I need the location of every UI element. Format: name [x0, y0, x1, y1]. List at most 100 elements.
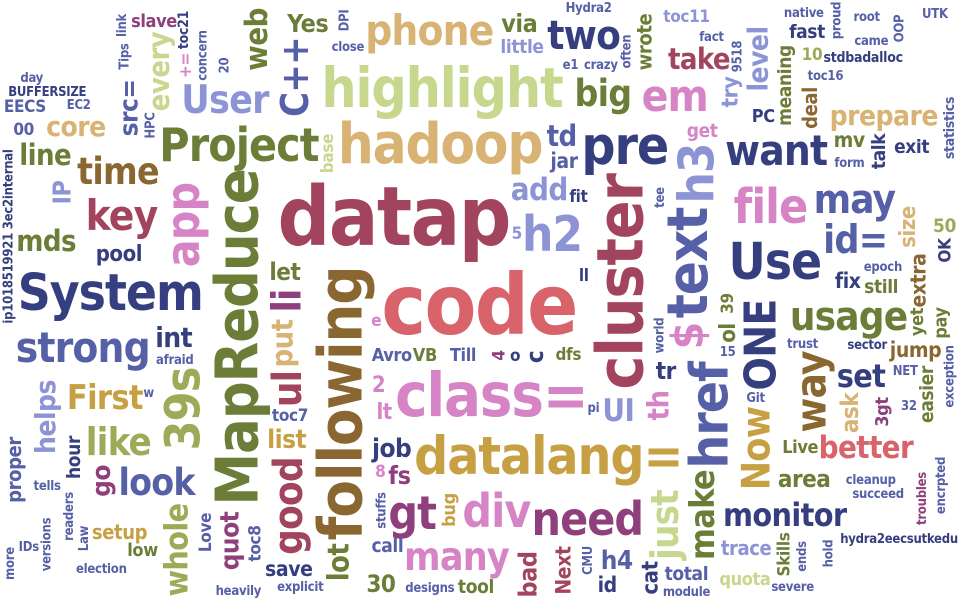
cloud-word: li — [264, 289, 311, 313]
cloud-word: Live — [782, 437, 819, 459]
cloud-word: fit — [569, 186, 588, 207]
cloud-word: UI — [602, 393, 635, 430]
cloud-word: bug — [438, 492, 460, 527]
cloud-word: Skills — [774, 532, 795, 577]
cloud-word: em — [641, 71, 709, 123]
cloud-word: form — [834, 156, 865, 172]
cloud-word: toc11 — [663, 7, 710, 28]
cloud-word: EECS — [3, 97, 46, 118]
cloud-word: 10 — [801, 44, 823, 65]
cloud-word: IP — [47, 180, 77, 205]
cloud-word: 9518 — [729, 40, 745, 73]
cloud-word: key — [85, 191, 159, 241]
cloud-word: take — [668, 41, 731, 76]
cloud-word: good — [266, 457, 313, 556]
cloud-word: line — [19, 138, 72, 173]
cloud-word: cleanup — [845, 472, 896, 488]
cloud-word: quota — [719, 568, 771, 590]
cloud-word: pre — [581, 116, 669, 178]
cloud-word: cat — [638, 561, 664, 595]
cloud-word: add — [510, 172, 569, 209]
cloud-word: extra — [906, 253, 931, 308]
cloud-word: app — [156, 182, 211, 267]
cloud-word: First — [66, 378, 144, 419]
cloud-word: still — [864, 275, 899, 298]
cloud-word: hour — [62, 435, 85, 479]
cloud-word: election — [75, 561, 127, 577]
cloud-word: Love — [195, 513, 216, 553]
cloud-word: native — [783, 5, 824, 21]
cloud-word: OK — [935, 237, 956, 263]
cloud-word: Till — [449, 345, 477, 367]
cloud-word: deal — [797, 87, 822, 130]
cloud-word: size — [895, 206, 921, 249]
cloud-word: close — [331, 39, 365, 55]
cloud-word: base — [318, 133, 339, 174]
cloud-word: helps — [28, 379, 62, 454]
cloud-word: wrote — [632, 13, 657, 71]
cloud-word: phone — [365, 5, 494, 55]
cloud-word: need — [531, 492, 644, 547]
cloud-word: proud — [829, 1, 845, 40]
cloud-word: 3gt — [871, 397, 893, 428]
cloud-word: class= — [395, 360, 589, 432]
cloud-word: C++ — [273, 36, 318, 118]
cloud-word: little — [500, 35, 544, 58]
cloud-word: easier — [916, 366, 939, 424]
cloud-word: link — [114, 13, 130, 37]
cloud-word: dfs — [555, 345, 582, 366]
cloud-word: want — [725, 126, 828, 176]
cloud-word: more — [2, 547, 18, 580]
cloud-word: tells — [33, 479, 61, 495]
cloud-word: Git — [746, 391, 765, 407]
cloud-word: low — [127, 540, 158, 562]
cloud-word: succeed — [852, 487, 904, 503]
cloud-word: look — [118, 461, 195, 505]
cloud-word: concern — [195, 30, 211, 81]
cloud-word: hold — [821, 539, 837, 568]
cloud-word: 5 — [511, 224, 523, 245]
cloud-word: gt — [388, 485, 436, 540]
cloud-word: td — [546, 119, 578, 154]
cloud-word: highlight — [321, 56, 563, 121]
cloud-word: e — [371, 311, 382, 332]
cloud-word: troubles — [915, 471, 931, 525]
cloud-word: += — [175, 52, 196, 78]
cloud-word: fs — [388, 461, 411, 491]
cloud-word: mds — [16, 223, 76, 258]
cloud-word: h3 — [668, 143, 726, 204]
cloud-word: monitor — [723, 496, 847, 535]
cloud-word: ip1018519921 3ec2internal — [1, 149, 17, 324]
cloud-word: Avro — [371, 345, 412, 367]
cloud-word: fix — [834, 269, 861, 294]
cloud-word: fast — [789, 21, 825, 44]
cloud-word: lt — [376, 399, 392, 425]
cloud-word: world — [652, 318, 668, 354]
cloud-word: c — [521, 350, 550, 363]
cloud-word: id — [597, 573, 618, 598]
cloud-word: list — [267, 424, 307, 455]
cloud-word: level — [741, 26, 775, 92]
cloud-word: readers — [62, 491, 78, 541]
cloud-word: area — [777, 465, 831, 494]
cloud-word: 00 — [13, 120, 34, 141]
cloud-word: tee — [653, 186, 668, 208]
cloud-word: OOP — [892, 14, 908, 42]
cloud-word: $ — [662, 323, 714, 350]
cloud-word: BUFFERSIZE — [8, 84, 87, 100]
cloud-word: came — [854, 33, 889, 49]
cloud-word: w — [143, 386, 154, 402]
cloud-word: big — [574, 72, 633, 116]
cloud-word: many — [404, 534, 510, 580]
cloud-word: h2 — [521, 206, 583, 264]
cloud-word: cluster — [584, 174, 659, 390]
cloud-word: call — [371, 535, 404, 558]
cloud-word: afraid — [156, 353, 194, 369]
cloud-word: href — [679, 362, 741, 470]
cloud-word: explicit — [277, 580, 324, 596]
cloud-word: VB — [412, 345, 438, 367]
cloud-word: Project — [159, 117, 319, 172]
cloud-word: just — [642, 490, 687, 561]
cloud-word: file — [733, 179, 809, 236]
